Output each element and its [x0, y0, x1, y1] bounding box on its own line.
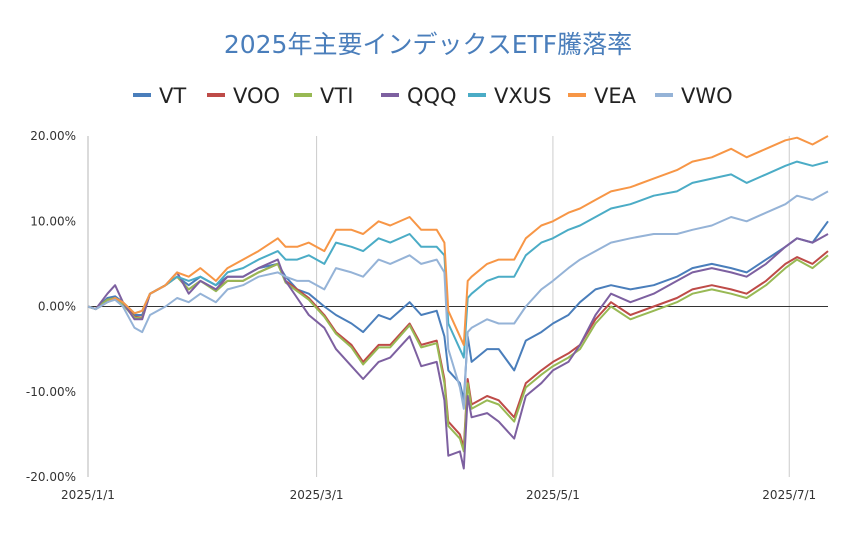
y-axis: 20.00% 10.00% 0.00% -10.00% -20.00%: [26, 129, 76, 484]
legend-label-vt: VT: [159, 84, 186, 108]
x-axis: 2025/1/1 2025/3/1 2025/5/1 2025/7/1: [61, 488, 816, 502]
y-tick-label: -10.00%: [26, 385, 76, 399]
series-line-voo: [87, 250, 829, 449]
grid: [87, 136, 828, 477]
legend-label-vxus: VXUS: [494, 84, 551, 108]
series-line-vxus: [87, 160, 829, 359]
legend: VT VOO VTI QQQ VXUS VEA VWO: [133, 84, 733, 108]
x-tick-label: 2025/3/1: [290, 488, 344, 502]
x-tick-label: 2025/1/1: [61, 488, 115, 502]
series-line-vti: [87, 254, 829, 453]
y-tick-label: 0.00%: [38, 300, 76, 314]
legend-label-vwo: VWO: [681, 84, 733, 108]
x-tick-label: 2025/7/1: [762, 488, 816, 502]
legend-label-vti: VTI: [320, 84, 353, 108]
y-tick-label: 20.00%: [30, 129, 76, 143]
legend-label-vea: VEA: [594, 84, 637, 108]
series-line-vwo: [87, 190, 829, 410]
y-tick-label: 10.00%: [30, 214, 76, 228]
legend-label-qqq: QQQ: [407, 84, 457, 108]
legend-label-voo: VOO: [233, 84, 280, 108]
x-tick-label: 2025/5/1: [526, 488, 580, 502]
series-line-vea: [87, 135, 829, 346]
y-tick-label: -20.00%: [26, 470, 76, 484]
series-line-qqq: [87, 233, 829, 470]
series-line-vt: [87, 220, 829, 402]
chart-title: 2025年主要インデックスETF騰落率: [224, 30, 632, 59]
series-lines: [87, 135, 829, 470]
